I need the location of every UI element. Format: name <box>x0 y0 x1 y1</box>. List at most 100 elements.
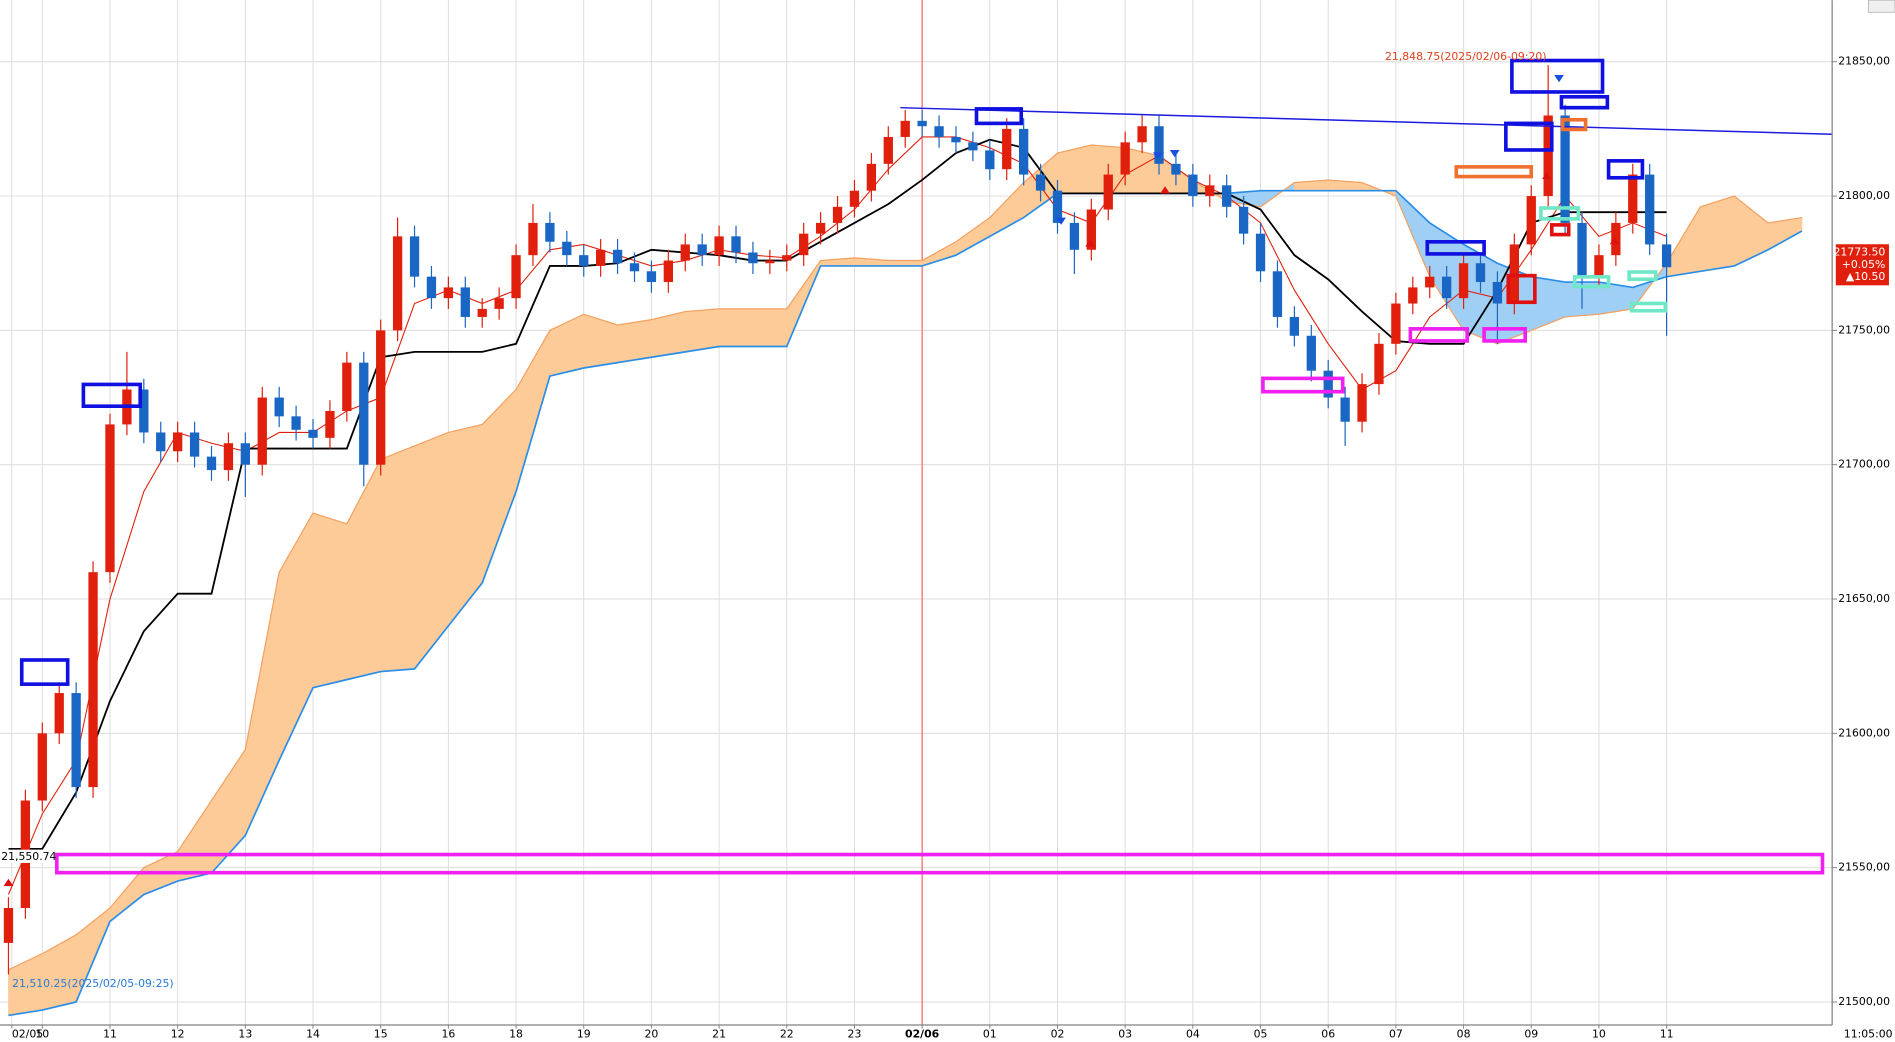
red-box <box>1506 273 1537 305</box>
x-tick-label: 08 <box>1457 1028 1471 1041</box>
x-tick-label: 04 <box>1186 1028 1200 1041</box>
y-tick-label: 21500,00 <box>1838 995 1890 1008</box>
cloud-fill <box>684 308 720 353</box>
candle-body <box>646 271 657 283</box>
candle-body <box>1255 233 1266 272</box>
candle-body <box>460 287 470 317</box>
candle-body <box>832 206 843 223</box>
y-tick-label: 21850,00 <box>1838 55 1890 68</box>
y-tick-label: 21550,00 <box>1838 861 1890 874</box>
candle-body <box>883 136 893 164</box>
candle-body <box>1002 128 1012 170</box>
candle-body <box>1425 276 1435 288</box>
y-tick-label: 21750,00 <box>1838 323 1890 336</box>
candle-body <box>663 260 673 283</box>
candle-body <box>1222 185 1232 207</box>
x-tick-label: 19 <box>577 1028 591 1041</box>
candle-body <box>1035 174 1046 191</box>
orange-box <box>1560 117 1588 132</box>
x-tick-label: 15 <box>374 1028 388 1041</box>
x-tick-label: 22 <box>780 1028 794 1041</box>
drawings <box>3 58 1833 886</box>
x-tick-label: 02/05 <box>12 1028 43 1041</box>
candle-body <box>139 389 149 433</box>
candle-body <box>359 362 369 465</box>
candle-body <box>1594 255 1604 277</box>
candle-body <box>629 263 640 272</box>
candle-body <box>579 255 589 266</box>
y-tick-label: 21700,00 <box>1838 458 1890 471</box>
candle-body <box>985 150 995 170</box>
x-tick-label: 06 <box>1321 1028 1335 1041</box>
candle-body <box>477 308 487 317</box>
x-tick-label: 10 <box>1592 1028 1606 1041</box>
high-label: 21,848.75(2025/02/06-09:20) <box>1385 50 1547 63</box>
candle-body <box>511 255 521 299</box>
candle-body <box>1069 222 1080 250</box>
current-time: 11:05:00 <box>1844 1028 1893 1041</box>
candle-body <box>1391 303 1401 344</box>
x-tick-label: 23 <box>848 1028 862 1041</box>
change: ▲10.50 <box>1846 270 1886 283</box>
candle-body <box>1441 276 1452 299</box>
corner-button[interactable] <box>1868 0 1895 13</box>
change-pct: +0.05% <box>1842 258 1886 271</box>
x-tick-label: 12 <box>171 1028 185 1041</box>
candle-body <box>1306 335 1316 371</box>
blue-box <box>974 107 1024 126</box>
candle-body <box>731 236 741 253</box>
magenta-box <box>1261 376 1345 394</box>
candle-body <box>274 397 284 417</box>
candle-body <box>392 236 403 331</box>
candle-body <box>1052 190 1063 223</box>
x-tick-label: 14 <box>306 1028 320 1041</box>
blue-box <box>1425 240 1486 256</box>
candle-body <box>189 432 200 457</box>
candle-body <box>88 572 98 788</box>
low-label: 21,510.25(2025/02/05-09:25) <box>12 977 174 990</box>
candle-body <box>223 443 234 471</box>
candle-body <box>1458 263 1469 299</box>
blue-box <box>1559 94 1610 110</box>
candle-body <box>426 276 437 299</box>
x-tick-label: 11 <box>1660 1028 1674 1041</box>
ticks: 21500,00 21550,00 21600,00 21650,00 21700,00… <box>11 55 1890 1041</box>
candle-body <box>917 120 927 127</box>
aqua-box <box>1629 301 1668 313</box>
candle-body <box>376 330 386 465</box>
y-tick-label: 21600,00 <box>1838 726 1890 739</box>
candle-body <box>1272 271 1283 317</box>
candle-body <box>1475 263 1486 283</box>
candle-body <box>1019 128 1029 175</box>
aqua-box <box>1627 270 1658 282</box>
candle-body <box>799 233 809 256</box>
x-tick-label: 02 <box>1051 1028 1065 1041</box>
x-tick-label: 13 <box>238 1028 252 1041</box>
candle-body <box>173 432 183 452</box>
magenta-box <box>1482 327 1527 343</box>
candle-body <box>697 244 707 256</box>
candle-body <box>1323 370 1333 398</box>
blue-box <box>1510 58 1605 94</box>
candle-body <box>1086 209 1096 250</box>
candle-body <box>156 432 166 452</box>
candle-body <box>1103 174 1113 210</box>
candle-body <box>1120 142 1130 175</box>
candle-body <box>1543 115 1553 197</box>
x-tick-label: 07 <box>1389 1028 1403 1041</box>
x-tick-label: 03 <box>1118 1028 1132 1041</box>
price-tag <box>1835 244 1889 286</box>
candle-body <box>1188 174 1198 197</box>
candle-body <box>54 693 64 734</box>
magenta-box <box>1408 327 1469 343</box>
y-tick-label: 21800,00 <box>1838 189 1890 202</box>
candle-body <box>968 142 978 151</box>
x-tick-label: 21 <box>712 1028 726 1041</box>
left-label-bg <box>0 849 49 864</box>
left-label: 21,550.74 <box>1 850 56 863</box>
candle-body <box>934 126 944 137</box>
candle-body <box>1374 343 1384 385</box>
red-box <box>1549 223 1571 237</box>
candle-body <box>1526 196 1536 245</box>
